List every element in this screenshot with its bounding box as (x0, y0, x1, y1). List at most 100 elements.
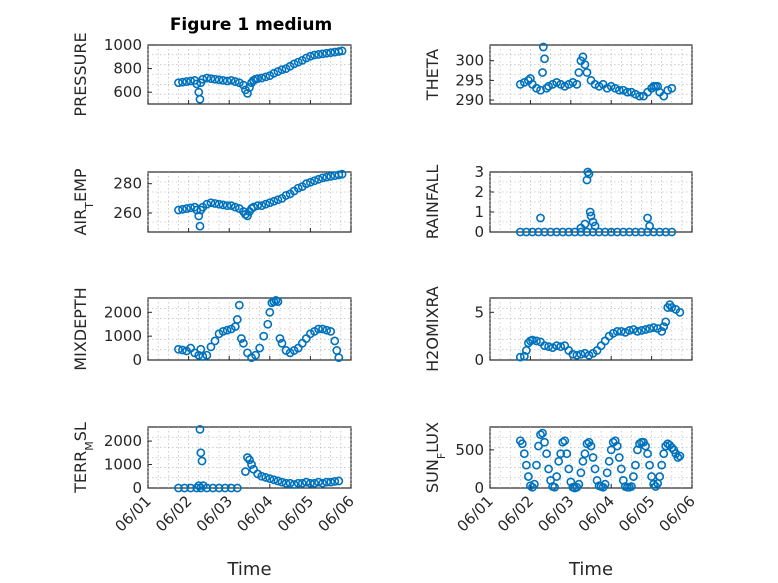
data-point (612, 326, 622, 336)
x-tick-label: 06/03 (193, 492, 236, 535)
data-point (534, 441, 543, 451)
data-point (667, 227, 677, 237)
data-point (552, 341, 562, 351)
y-tick-label: 290 (455, 91, 484, 109)
data-point (564, 227, 574, 237)
data-point (255, 343, 265, 353)
data-point (661, 227, 671, 237)
data-point (241, 467, 250, 476)
data-point (243, 453, 252, 462)
data-point (600, 479, 610, 489)
data-point (197, 456, 207, 466)
data-point (645, 460, 654, 470)
y-axis-label: AIRTEMP (71, 168, 96, 235)
panel-6: 0 5 H2OMIXRA (423, 286, 693, 372)
data-point (269, 475, 279, 485)
data-point (538, 68, 547, 77)
data-point (253, 201, 263, 211)
data-point (576, 227, 586, 237)
data-point (540, 341, 549, 351)
y-axis-label: RAINFALL (423, 165, 442, 240)
data-point (673, 453, 683, 462)
y-tick-label: 1000 (104, 327, 142, 345)
data-point (239, 338, 248, 348)
data-point (326, 171, 336, 181)
data-point (568, 349, 578, 359)
data-point (552, 227, 562, 237)
data-point (614, 85, 624, 95)
data-point (661, 317, 671, 327)
data-point (612, 227, 622, 237)
data-point (606, 227, 616, 237)
x-axis-label: Time (226, 559, 271, 580)
y-tick-label: 0 (132, 479, 142, 497)
data-point (257, 471, 267, 481)
data-point (618, 227, 628, 237)
data-point (182, 204, 191, 213)
data-point (218, 76, 228, 85)
data-point (218, 326, 228, 336)
data-point (297, 478, 307, 488)
data-point (657, 460, 667, 470)
data-point (273, 67, 283, 76)
data-point (657, 326, 667, 336)
data-point (554, 456, 564, 466)
data-point (174, 205, 183, 215)
data-point (202, 199, 212, 209)
y-tick-label: 2000 (104, 432, 142, 450)
data-point (198, 481, 208, 491)
panel-4: 0 1 2 3 RAINFALL (423, 163, 693, 241)
data-point (305, 478, 315, 488)
data-point (253, 74, 263, 84)
data-point (576, 349, 586, 359)
data-point (570, 227, 580, 237)
data-point (552, 472, 562, 481)
data-point (261, 473, 271, 482)
data-point (578, 52, 588, 62)
data-point (544, 342, 553, 352)
data-point (659, 91, 669, 101)
data-point (649, 479, 659, 489)
data-point (196, 448, 206, 458)
data-point (572, 79, 582, 89)
data-point (528, 335, 537, 345)
data-point (614, 453, 624, 462)
data-point (178, 345, 187, 355)
data-point (210, 74, 220, 84)
figure-title: Figure 1 medium (170, 15, 332, 35)
x-tick-label: 06/06 (656, 492, 699, 535)
data-point (530, 479, 539, 489)
data-point (257, 201, 267, 211)
panel-8: 0 500 SUNFLUX06/0106/0206/0306/0406/0506/0… (423, 422, 699, 580)
data-point (210, 336, 220, 346)
x-tick-label: 06/03 (534, 492, 577, 535)
data-point (337, 169, 347, 179)
data-point (572, 350, 582, 360)
data-point (655, 227, 665, 237)
data-point (641, 325, 650, 334)
data-point (534, 227, 543, 237)
data-point (232, 315, 242, 324)
data-point (637, 326, 646, 335)
data-point (536, 430, 545, 440)
x-tick-label: 06/01 (112, 492, 155, 535)
data-point (265, 198, 275, 208)
data-point (194, 481, 204, 491)
y-tick-label: 2000 (104, 303, 142, 321)
data-point (314, 324, 323, 334)
data-point (310, 176, 319, 186)
y-tick-label: 295 (455, 71, 484, 89)
data-point (542, 83, 551, 93)
series-points (515, 428, 685, 493)
data-point (289, 480, 299, 489)
data-point (261, 72, 271, 82)
data-point (301, 53, 311, 63)
data-point (641, 441, 650, 451)
data-point (281, 191, 291, 200)
data-point (584, 169, 594, 179)
x-tick-label: 06/05 (274, 492, 317, 535)
y-tick-label: 280 (113, 175, 142, 193)
data-point (174, 344, 183, 354)
data-point (269, 196, 279, 206)
